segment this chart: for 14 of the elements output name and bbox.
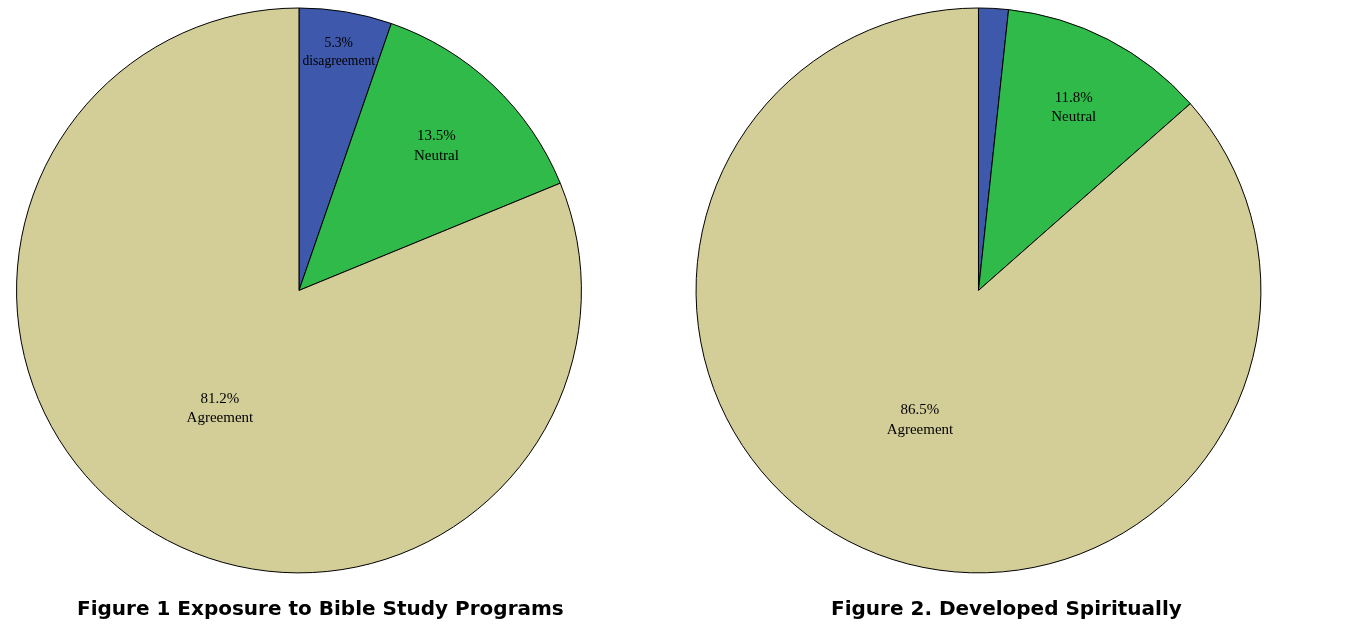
- pie-slice: [695, 7, 1262, 574]
- slice-label: Agreement: [186, 409, 255, 426]
- data-label: 81.2%: [200, 389, 240, 406]
- data-label: 5.3%: [324, 35, 353, 51]
- slice-label: Neutral: [1051, 108, 1097, 125]
- pie-slice: [16, 7, 582, 574]
- text: Figure 1 Exposure to Bible Study Programs: [77, 596, 564, 620]
- slice-label: Neutral: [413, 146, 459, 163]
- data-label: 86.5%: [900, 401, 940, 418]
- slice-label: disagreement: [302, 52, 376, 68]
- data-label: 11.8%: [1054, 88, 1093, 105]
- text: Figure 2. Developed Spiritually: [831, 596, 1182, 620]
- data-label: 13.5%: [417, 127, 456, 144]
- slice-label: Agreement: [886, 420, 955, 437]
